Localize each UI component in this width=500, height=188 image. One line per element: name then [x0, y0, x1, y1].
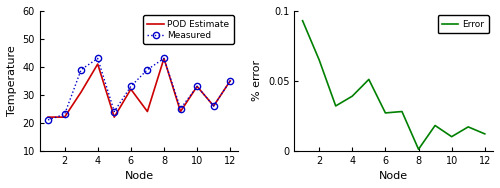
- Y-axis label: Temperature: Temperature: [7, 45, 17, 116]
- Legend: Error: Error: [438, 15, 488, 33]
- X-axis label: Node: Node: [124, 171, 154, 181]
- X-axis label: Node: Node: [379, 171, 408, 181]
- Legend: POD Estimate, Measured: POD Estimate, Measured: [143, 15, 234, 44]
- Y-axis label: % error: % error: [252, 60, 262, 101]
